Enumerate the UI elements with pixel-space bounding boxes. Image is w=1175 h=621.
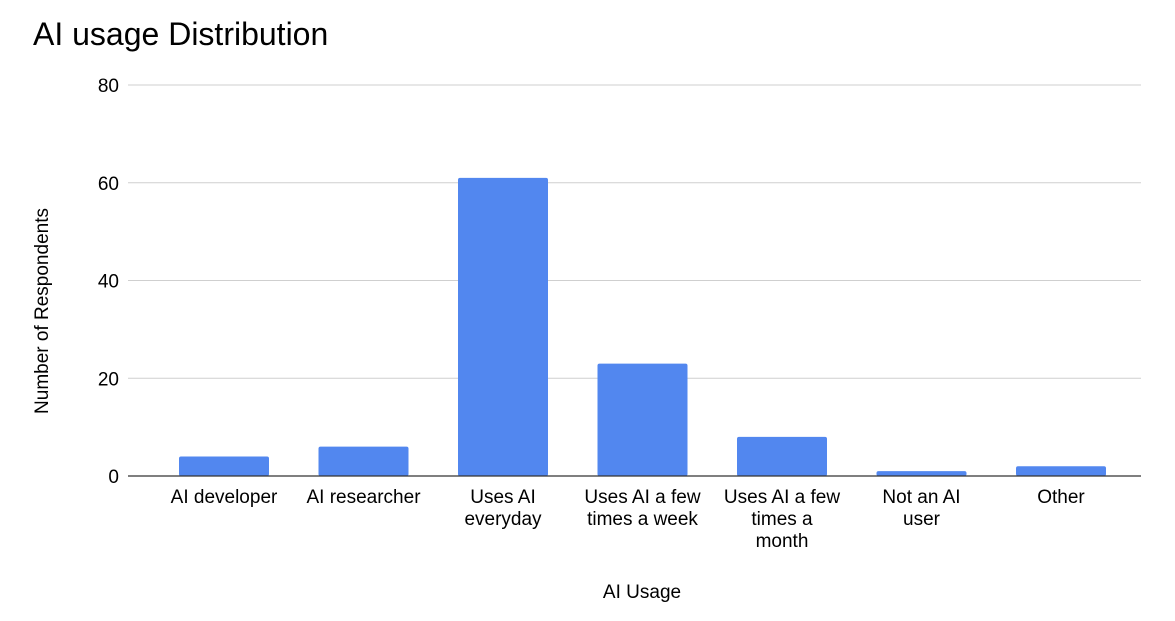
bar bbox=[737, 436, 827, 476]
y-tick-label: 0 bbox=[108, 467, 119, 488]
x-tick-label: AI developer bbox=[171, 487, 278, 508]
x-tick-label-line: Not an AI bbox=[882, 487, 960, 508]
x-tick-label-line: month bbox=[756, 531, 809, 552]
chart-title: AI usage Distribution bbox=[33, 16, 328, 52]
bars bbox=[179, 177, 1106, 477]
y-tick-label: 80 bbox=[98, 76, 119, 97]
bar bbox=[1016, 466, 1106, 476]
x-axis-label: AI Usage bbox=[603, 582, 681, 603]
y-tick-label: 20 bbox=[98, 369, 119, 390]
x-axis-ticks: AI developer AI researcher Uses AI everyday… bbox=[171, 487, 1086, 552]
bar bbox=[876, 471, 967, 476]
x-tick-label: Uses AI a few times a week bbox=[584, 487, 700, 530]
x-tick-label: AI researcher bbox=[306, 487, 421, 508]
y-axis-label: Number of Respondents bbox=[32, 208, 53, 414]
x-tick-label-line: Uses AI a few bbox=[584, 487, 700, 508]
x-tick-label-line: AI developer bbox=[171, 487, 278, 508]
x-tick-label-line: AI researcher bbox=[306, 487, 421, 508]
x-tick-label-line: Uses AI a few bbox=[724, 487, 840, 508]
x-tick-label: Other bbox=[1037, 487, 1085, 508]
bar bbox=[597, 363, 688, 476]
y-tick-label: 40 bbox=[98, 272, 119, 293]
y-tick-label: 60 bbox=[98, 174, 119, 195]
x-tick-label-line: user bbox=[903, 509, 941, 530]
x-tick-label-line: Uses AI bbox=[470, 487, 535, 508]
x-tick-label-line: Other bbox=[1037, 487, 1085, 508]
x-tick-label-line: everyday bbox=[464, 509, 542, 530]
bar bbox=[318, 446, 409, 476]
x-tick-label-line: times a week bbox=[587, 509, 698, 530]
y-axis-ticks: 0 20 40 60 80 bbox=[98, 76, 119, 488]
grid bbox=[128, 84, 1141, 379]
x-tick-label: Uses AI a few times a month bbox=[724, 487, 840, 552]
x-tick-label: Not an AI user bbox=[882, 487, 960, 530]
x-tick-label: Uses AI everyday bbox=[464, 487, 542, 530]
bar bbox=[179, 456, 269, 476]
x-tick-label-line: times a bbox=[751, 509, 813, 530]
bar bbox=[458, 177, 548, 477]
